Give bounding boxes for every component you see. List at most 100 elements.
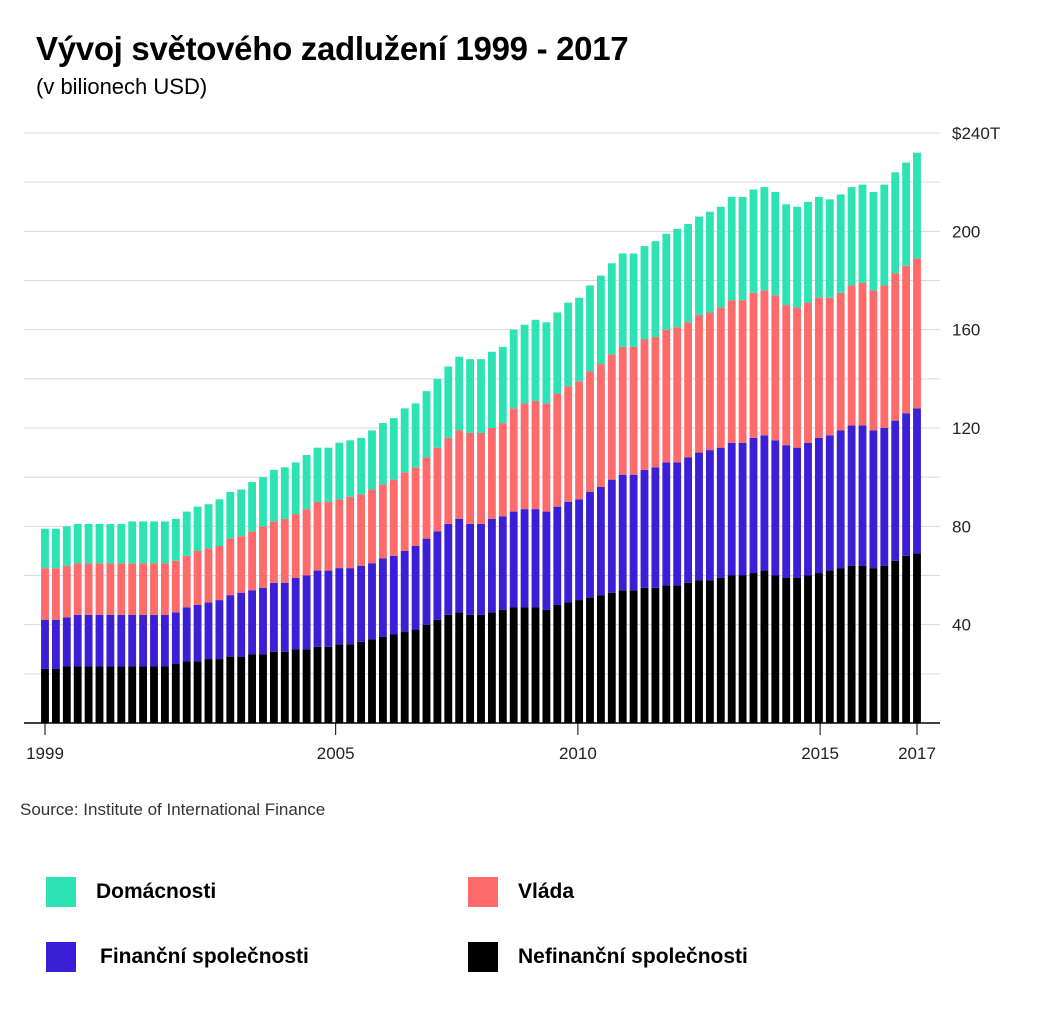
bar-segment <box>629 346 638 475</box>
bar-segment <box>269 651 278 723</box>
bar-segment <box>346 568 355 645</box>
bar-segment <box>825 199 834 298</box>
bar-segment <box>193 506 202 551</box>
bar-segment <box>357 437 366 495</box>
bar-segment <box>695 216 703 315</box>
chart-title: Vývoj světového zadlužení 1999 - 2017 <box>36 30 629 67</box>
bar-segment <box>880 565 889 723</box>
bar-segment <box>782 445 791 578</box>
bar-segment <box>357 494 366 566</box>
bar-segment <box>575 499 584 601</box>
bar-segment <box>738 300 747 443</box>
bar-segment <box>880 285 889 428</box>
bar-segment <box>804 575 812 723</box>
bar-segment <box>771 440 780 576</box>
bar-segment <box>378 423 387 485</box>
bar-segment <box>248 590 257 655</box>
bar-segment <box>902 555 911 723</box>
bar-segment <box>498 423 507 517</box>
bar-segment <box>814 573 823 723</box>
bar-segment <box>346 440 355 497</box>
bar-segment <box>793 577 802 723</box>
bar-segment <box>411 629 420 723</box>
bar-segment <box>520 324 529 404</box>
bar-segment <box>738 442 747 576</box>
bar-segment <box>455 430 464 519</box>
bar-segment <box>378 636 387 723</box>
bar-segment <box>466 523 475 615</box>
bar-segment <box>139 563 148 615</box>
bar-segment <box>302 455 311 510</box>
bar-segment <box>684 457 693 583</box>
bar-segment <box>444 437 453 524</box>
bar-segment <box>248 531 257 591</box>
bar-segment <box>684 322 693 458</box>
bar-segment <box>564 302 573 387</box>
bar-segment <box>782 577 791 723</box>
bar-segment <box>596 595 605 723</box>
bar-segment <box>95 614 104 667</box>
bar-segment <box>891 273 900 421</box>
bar-segment <box>913 553 921 723</box>
bar-segment <box>84 563 93 615</box>
bar-segment <box>477 432 485 524</box>
x-tick-label: 1999 <box>26 744 64 763</box>
bar-segment <box>422 457 431 539</box>
bar-segment <box>695 580 703 723</box>
bar-segment <box>237 489 246 537</box>
bar-segment <box>749 573 758 723</box>
bar-segment <box>891 560 900 723</box>
bar-segment <box>106 563 115 615</box>
bar-segment <box>455 612 464 723</box>
bar-segment <box>662 462 671 586</box>
bar-segment <box>869 290 878 431</box>
y-tick-label: 40 <box>952 616 971 635</box>
legend-label: Nefinanční společnosti <box>518 945 748 968</box>
legend-swatch <box>46 942 76 972</box>
bar-segment <box>117 614 126 667</box>
bar-segment <box>346 496 355 569</box>
bar-segment <box>782 204 791 306</box>
bar-segment <box>269 521 278 583</box>
x-tick-label: 2005 <box>317 744 355 763</box>
bar-segment <box>629 253 638 347</box>
bar-segment <box>62 617 71 667</box>
bar-segment <box>662 329 671 463</box>
bar-segment <box>477 614 485 723</box>
bar-segment <box>226 656 235 723</box>
legend-swatch <box>46 877 76 907</box>
bar-segment <box>880 184 889 286</box>
bar-segment <box>41 668 49 723</box>
bar-segment <box>422 391 431 458</box>
bar-segment <box>564 501 573 603</box>
bar-segment <box>629 590 638 723</box>
bar-segment <box>95 666 104 723</box>
bar-segment <box>204 504 213 549</box>
bar-segment <box>215 546 224 601</box>
bar-segment <box>226 595 235 657</box>
bar-segment <box>487 428 496 519</box>
bar-segment <box>182 555 191 608</box>
bar-segment <box>139 521 148 564</box>
bar-segment <box>324 447 333 502</box>
bar-segment <box>455 356 464 431</box>
bar-segment <box>400 408 409 473</box>
bar-segment <box>346 644 355 723</box>
bar-segment <box>542 403 551 512</box>
bar-segment <box>618 474 627 591</box>
bar-segment <box>705 580 714 723</box>
bar-segment <box>139 666 148 723</box>
bar-segment <box>640 339 649 470</box>
bar-segment <box>760 570 769 723</box>
bar-segment <box>771 192 780 296</box>
bar-segment <box>705 312 714 451</box>
bar-segment <box>836 430 845 569</box>
bar-segment <box>291 577 300 650</box>
bar-segment <box>487 351 496 428</box>
bar-segment <box>771 575 780 723</box>
bar-segment <box>814 196 823 298</box>
bar-segment <box>738 196 747 301</box>
bar-segment <box>73 523 82 564</box>
bar-segment <box>825 435 834 571</box>
bar-segment <box>302 649 311 723</box>
